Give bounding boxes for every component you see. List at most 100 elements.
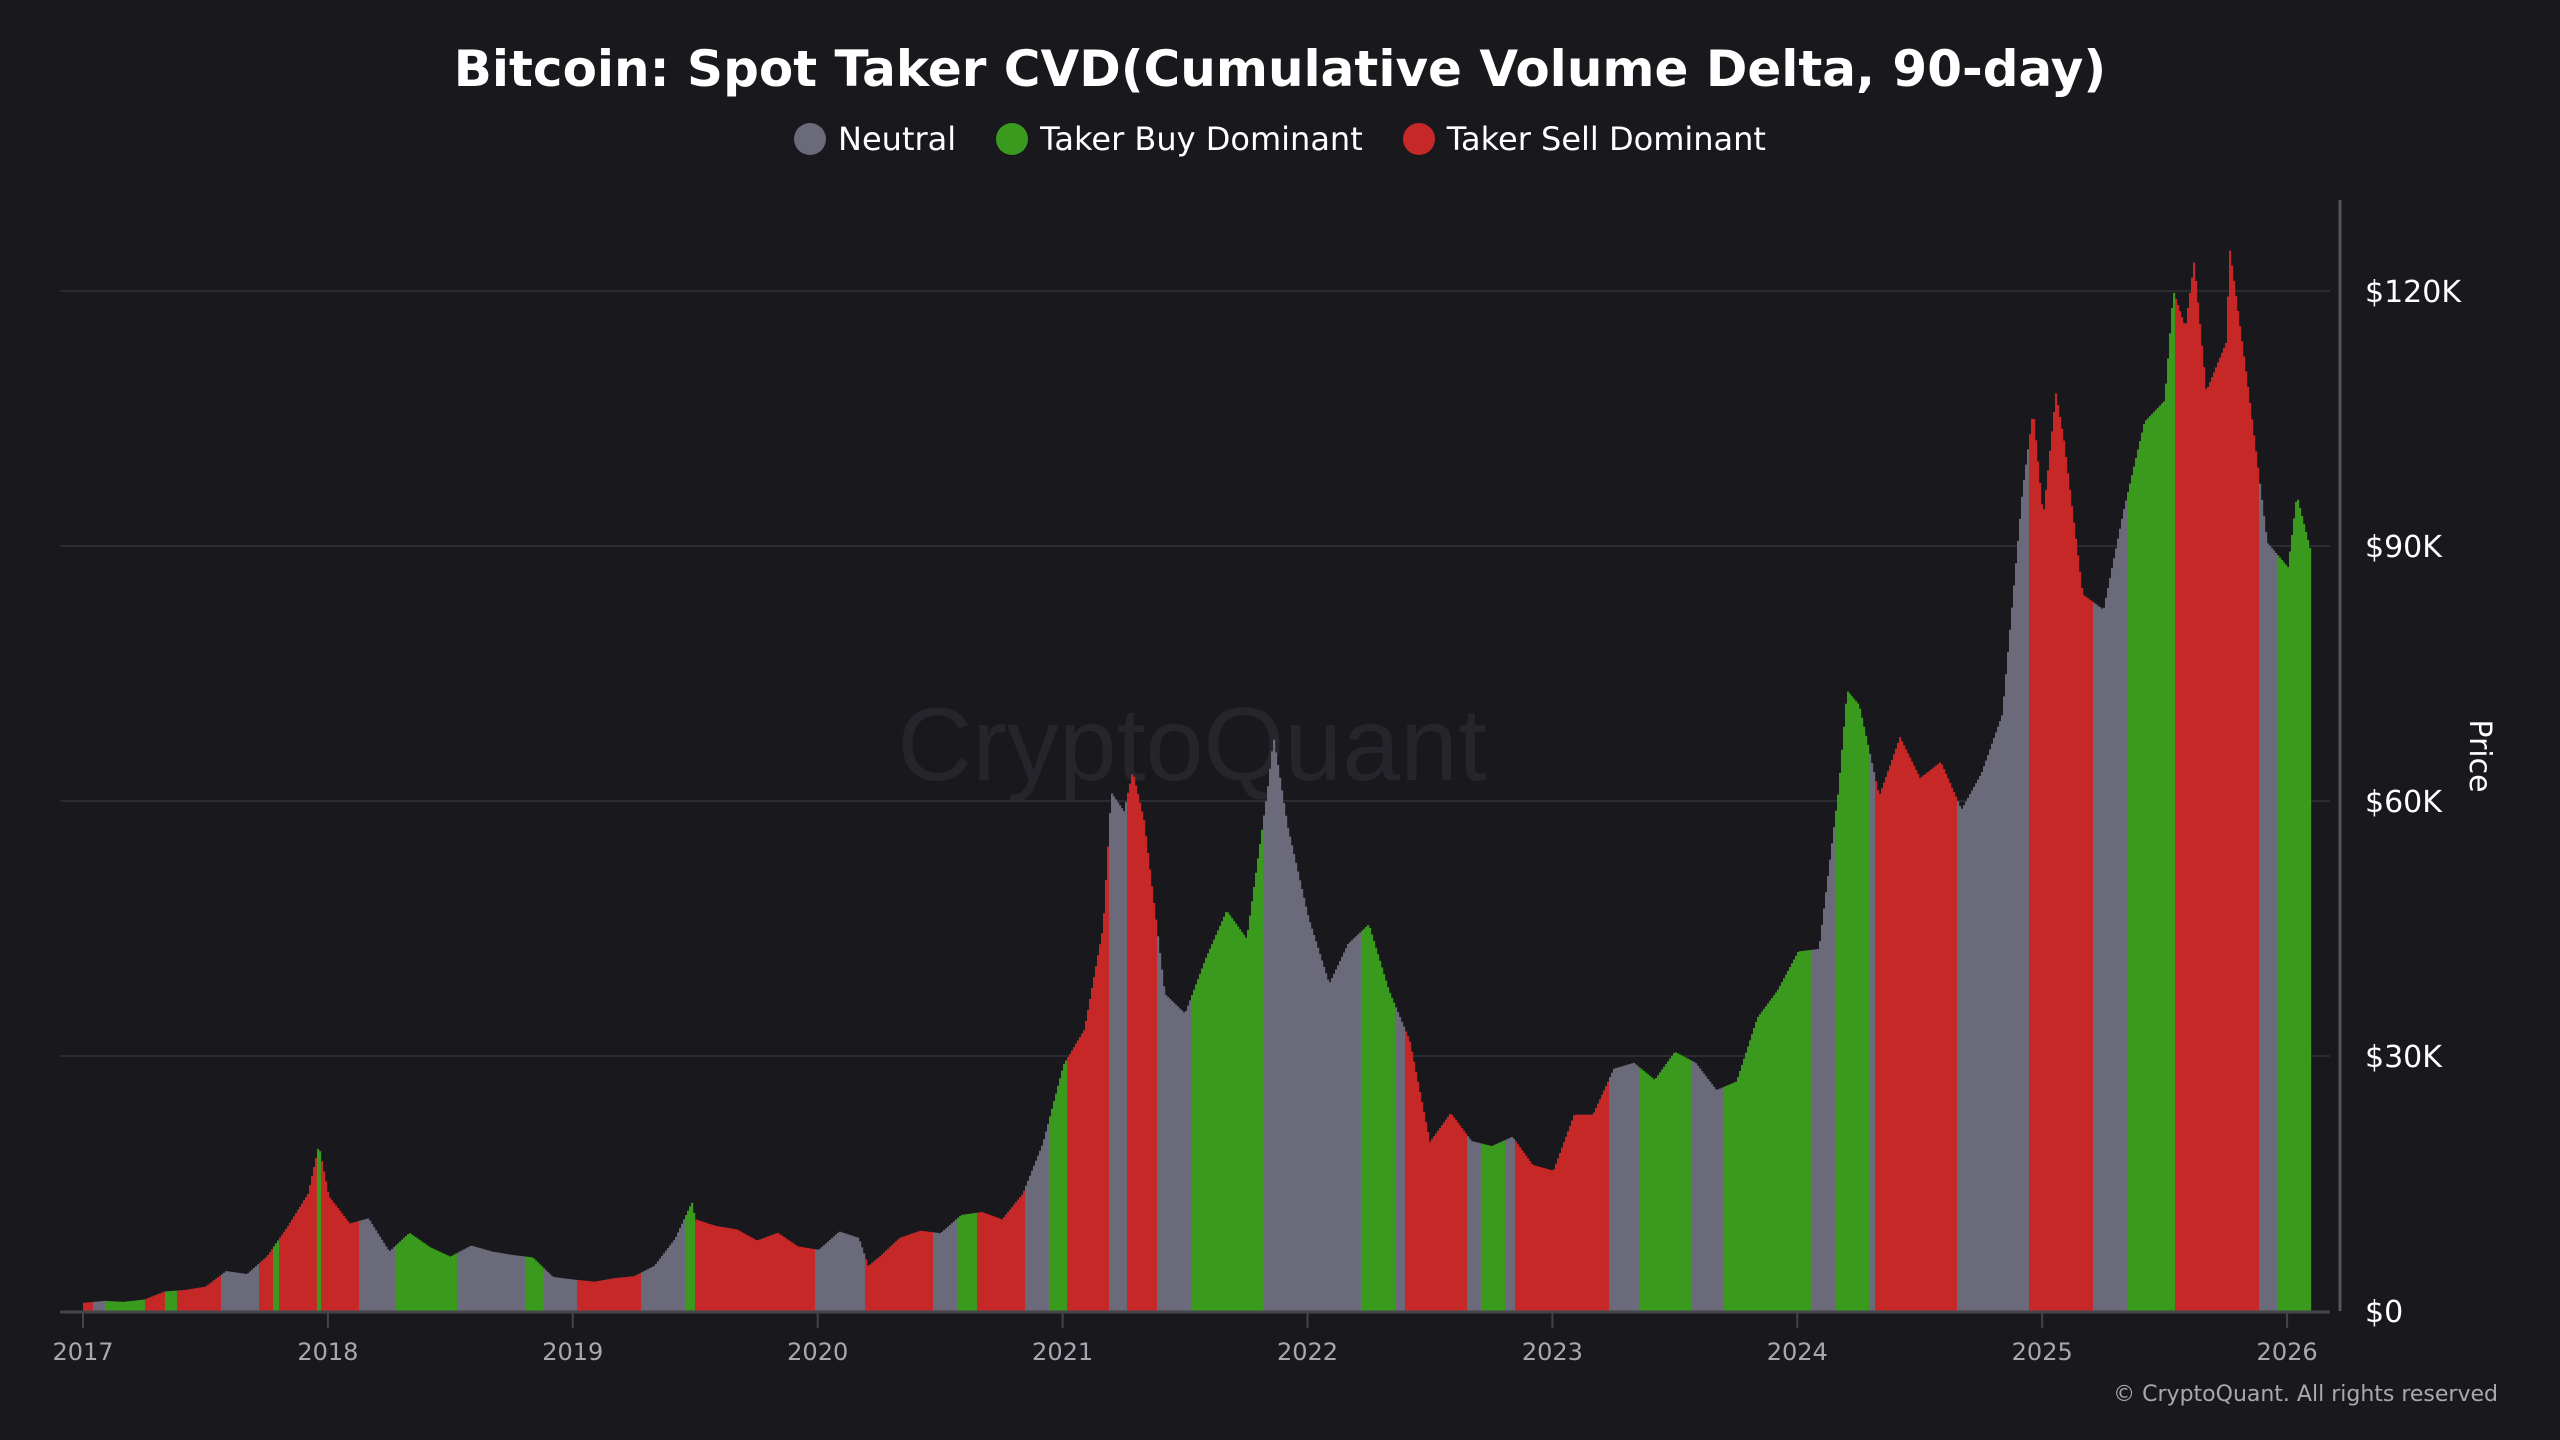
price-bar (705, 1222, 708, 1311)
price-bar (2055, 393, 2058, 1311)
price-bar (1171, 1000, 1174, 1311)
price-bar (589, 1281, 592, 1311)
price-bar (1535, 1165, 1538, 1311)
price-bar (1433, 1136, 1436, 1311)
price-bar (103, 1300, 106, 1311)
price-bar (603, 1279, 606, 1311)
price-bar (907, 1234, 910, 1311)
price-bar (975, 1212, 978, 1311)
price-bar (1579, 1114, 1582, 1311)
price-bar (2243, 356, 2246, 1311)
price-bar (2179, 311, 2182, 1311)
price-bar (1361, 930, 1364, 1311)
price-bar (641, 1272, 644, 1311)
price-bar (425, 1244, 428, 1311)
price-bar (789, 1241, 792, 1311)
price-bar (1011, 1207, 1014, 1311)
price-bar (2065, 456, 2068, 1311)
price-bar (317, 1149, 320, 1311)
price-bar (701, 1221, 704, 1311)
price-bar (1573, 1115, 1576, 1311)
price-bar (937, 1232, 940, 1311)
price-bar (1283, 803, 1286, 1311)
price-bar (1371, 934, 1374, 1311)
price-bar (1437, 1130, 1440, 1311)
price-bar (1867, 744, 1870, 1311)
price-bar (191, 1288, 194, 1311)
price-bar (1383, 974, 1386, 1311)
price-bar (1255, 872, 1258, 1311)
price-bar (1073, 1047, 1076, 1311)
price-bar (1589, 1114, 1592, 1311)
price-bar (1601, 1094, 1604, 1311)
price-bar (593, 1281, 596, 1311)
price-bar (1287, 827, 1290, 1311)
price-bar (1103, 913, 1106, 1311)
price-bar (299, 1206, 302, 1311)
price-bar (1513, 1138, 1516, 1311)
price-bar (611, 1278, 614, 1311)
price-bar (2069, 489, 2072, 1311)
price-bar (959, 1216, 962, 1311)
x-tick-label: 2018 (297, 1338, 358, 1366)
price-bar (1577, 1114, 1580, 1311)
price-bar (1561, 1147, 1564, 1311)
price-bar (1879, 793, 1882, 1311)
price-bar (681, 1223, 684, 1311)
price-bar (1191, 995, 1194, 1311)
price-bar (321, 1161, 324, 1311)
price-bar (793, 1243, 796, 1311)
price-bar (1635, 1064, 1638, 1311)
price-bar (543, 1268, 546, 1311)
price-bar (1623, 1065, 1626, 1311)
price-bar (947, 1226, 950, 1311)
price-bar (195, 1288, 198, 1311)
price-bar (653, 1266, 656, 1311)
price-bar (2241, 341, 2244, 1312)
price-bar (197, 1287, 200, 1311)
price-bar (139, 1300, 142, 1311)
price-bar (381, 1239, 384, 1311)
price-bar (1063, 1063, 1066, 1311)
price-bar (2301, 515, 2304, 1311)
price-bar (2207, 386, 2210, 1312)
price-bar (1909, 757, 1912, 1311)
price-bar (455, 1253, 458, 1311)
price-bar (2187, 308, 2190, 1311)
price-bar (659, 1258, 662, 1311)
price-bar (1049, 1116, 1052, 1311)
price-bar (757, 1240, 760, 1311)
price-bar (2037, 461, 2040, 1311)
price-bar (555, 1277, 558, 1311)
price-bar (585, 1280, 588, 1311)
price-bar (1325, 973, 1328, 1311)
price-bar (2169, 333, 2172, 1311)
price-bar (1621, 1066, 1624, 1311)
price-bar (1897, 742, 1900, 1311)
legend-item-sell[interactable]: Taker Sell Dominant (1402, 120, 1766, 158)
price-bar (429, 1247, 432, 1311)
price-bar (501, 1253, 504, 1311)
price-bar (1743, 1058, 1746, 1311)
price-bar (499, 1252, 502, 1311)
price-bar (901, 1237, 904, 1311)
price-bar (2033, 418, 2036, 1311)
price-bar (605, 1279, 608, 1311)
price-bar (1485, 1144, 1488, 1311)
price-bar (2089, 599, 2092, 1311)
price-bar (171, 1290, 174, 1311)
legend-item-neutral[interactable]: Neutral (794, 120, 956, 158)
price-bar (2189, 292, 2192, 1311)
price-bar (1111, 793, 1114, 1311)
price-bar (1857, 703, 1860, 1311)
price-bar (443, 1253, 446, 1311)
price-bar (2015, 563, 2018, 1311)
price-bar (297, 1209, 300, 1311)
price-bar (369, 1220, 372, 1311)
price-bar (479, 1248, 482, 1311)
price-bar (2013, 585, 2016, 1311)
price-bar (1351, 940, 1354, 1311)
price-bar (823, 1245, 826, 1311)
legend-item-buy[interactable]: Taker Buy Dominant (996, 120, 1363, 158)
price-bar (1953, 792, 1956, 1311)
